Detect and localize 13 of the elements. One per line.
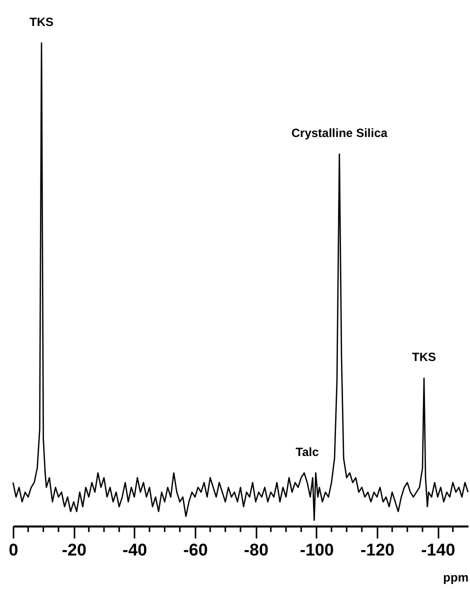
x-axis-title: ppm [443, 570, 468, 584]
x-tick-label: -100 [300, 540, 334, 560]
x-tick-label: 0 [8, 540, 18, 560]
annotation: Talc [296, 444, 320, 459]
annotation: TKS [412, 350, 436, 364]
x-tick-label: -80 [244, 540, 268, 560]
x-tick-label: -20 [62, 540, 86, 560]
x-tick-label: -40 [122, 540, 148, 560]
x-tick-label: -120 [360, 540, 395, 560]
x-tick-label: -140 [421, 540, 456, 560]
annotation: Crystalline Silica [291, 126, 388, 140]
annotation: TKS [30, 15, 54, 29]
x-tick-label: -60 [183, 540, 208, 560]
